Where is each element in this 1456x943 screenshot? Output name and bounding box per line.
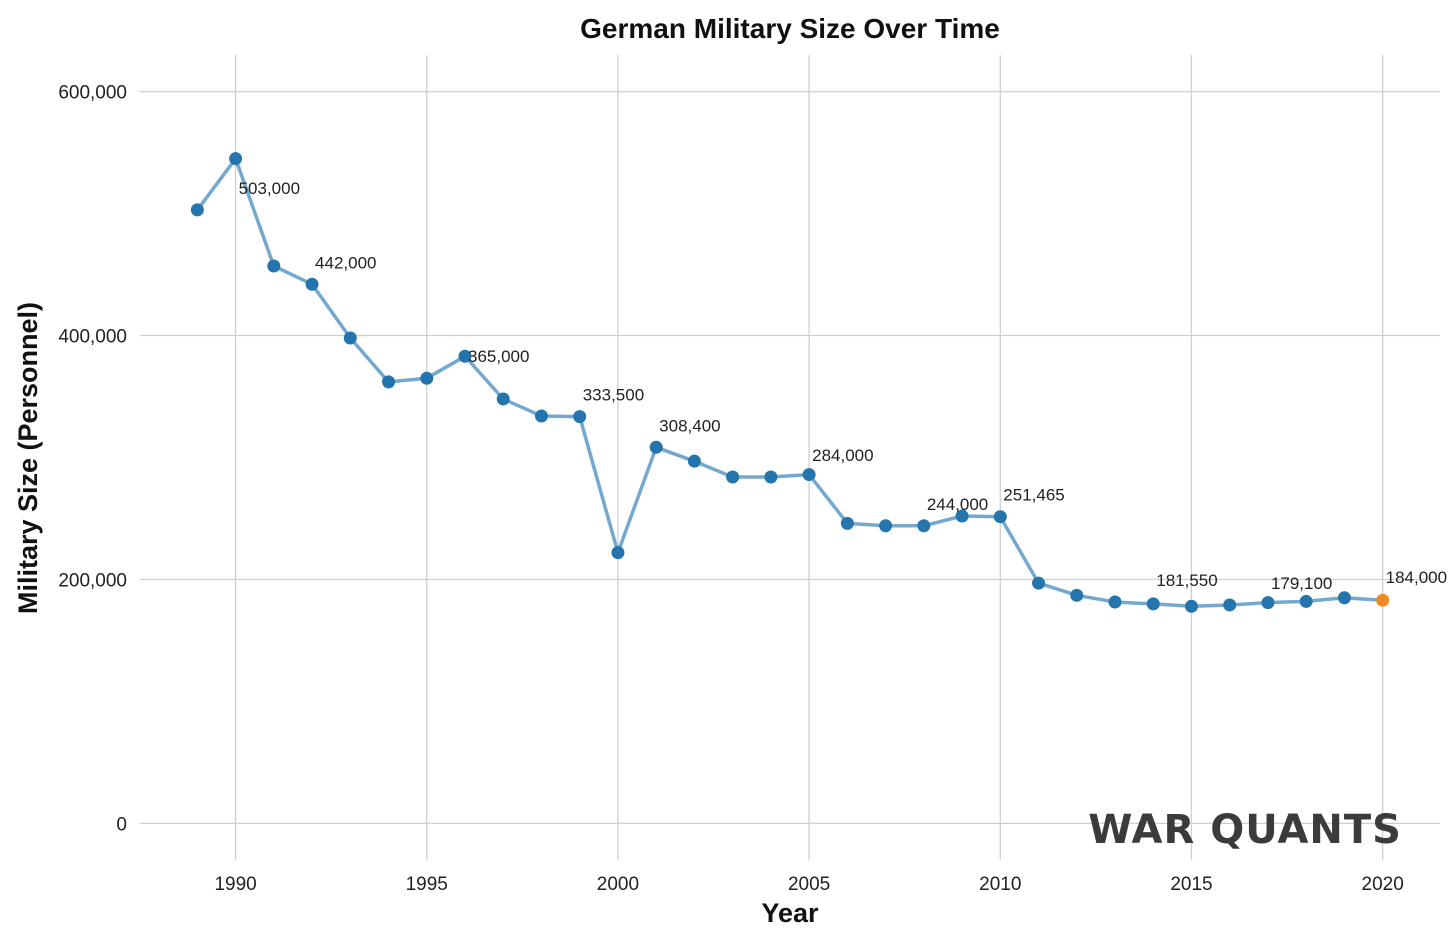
y-tick-label: 600,000: [58, 83, 127, 104]
data-point: [305, 277, 319, 291]
data-label: 503,000: [239, 179, 300, 198]
watermark-logo: WAR QUANTS: [1088, 807, 1402, 853]
y-tick-label: 400,000: [58, 327, 127, 348]
data-point: [382, 375, 396, 389]
x-axis-title: Year: [761, 898, 819, 928]
y-tick-label: 200,000: [58, 570, 127, 591]
data-label: 333,500: [583, 386, 644, 405]
data-point: [1261, 596, 1275, 610]
tick-labels: 1990 1995 2000 2005 2010 2015 2020 0 200,000 400,…: [58, 83, 1403, 895]
data-point: [1184, 599, 1198, 613]
x-tick-label: 1995: [406, 874, 448, 895]
data-point: [611, 546, 625, 560]
data-point: [1108, 595, 1122, 609]
data-point: [955, 509, 969, 523]
data-labels: 503,000 442,000 365,000 333,500 308,400 284,0…: [239, 179, 1448, 593]
data-label: 244,000: [927, 495, 988, 514]
data-point: [879, 519, 893, 533]
x-tick-label: 2005: [788, 874, 830, 895]
data-point: [1070, 588, 1084, 602]
data-label: 251,465: [1003, 486, 1064, 505]
data-point: [343, 331, 357, 345]
chart-title: German Military Size Over Time: [580, 13, 1000, 44]
data-point: [726, 470, 740, 484]
data-label: 442,000: [315, 253, 376, 272]
data-points: [190, 152, 1390, 613]
data-point: [993, 510, 1007, 524]
data-point: [802, 468, 816, 482]
data-point: [534, 409, 548, 423]
x-tick-label: 2020: [1362, 874, 1404, 895]
data-label: 308,400: [659, 416, 720, 435]
data-point: [1032, 576, 1046, 590]
data-label: 181,550: [1156, 571, 1217, 590]
data-point: [687, 454, 701, 468]
data-point: [649, 440, 663, 454]
data-point: [917, 519, 931, 533]
data-label: 365,000: [468, 347, 529, 366]
data-point: [1223, 598, 1237, 612]
data-point: [1146, 597, 1160, 611]
grid: [140, 55, 1440, 860]
data-label: 184,000: [1386, 568, 1447, 587]
data-point: [267, 259, 281, 273]
data-label: 284,000: [812, 446, 873, 465]
data-point: [1299, 594, 1313, 608]
y-axis-title: Military Size (Personnel): [13, 302, 43, 614]
series-line: [195, 156, 1385, 609]
x-tick-label: 2000: [597, 874, 639, 895]
x-tick-label: 2015: [1170, 874, 1212, 895]
data-point: [496, 392, 510, 406]
x-tick-label: 1990: [214, 874, 256, 895]
data-point: [840, 516, 854, 530]
data-point: [764, 470, 778, 484]
x-tick-label: 2010: [979, 874, 1021, 895]
data-label: 179,100: [1271, 574, 1332, 593]
series-line-group: [195, 156, 1385, 609]
data-point: [229, 152, 243, 166]
data-point: [458, 349, 472, 363]
data-point: [573, 410, 587, 424]
data-point: [1337, 591, 1351, 605]
highlighted-data-point: [1376, 593, 1390, 607]
y-tick-label: 0: [116, 814, 127, 835]
data-point: [190, 203, 204, 217]
data-point: [420, 371, 434, 385]
